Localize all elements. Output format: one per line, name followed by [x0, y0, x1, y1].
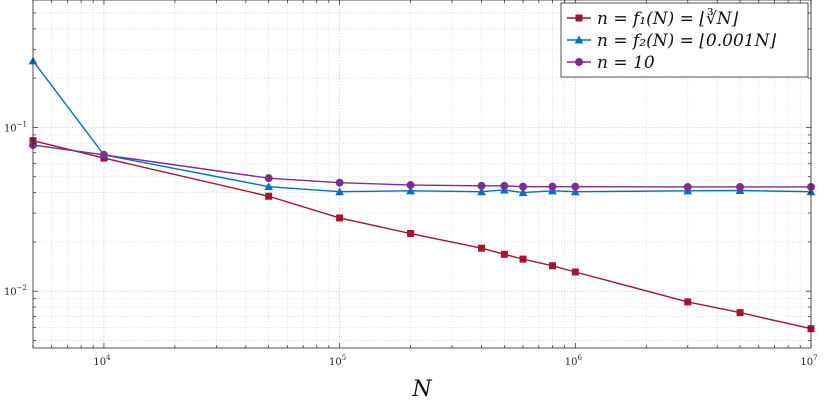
- series-3-point: [548, 182, 557, 191]
- plot-frame: [32, 0, 812, 349]
- series-2-point: [264, 182, 274, 191]
- series-1-point: [684, 298, 692, 306]
- series-1-point: [336, 214, 344, 222]
- series-1-point: [478, 244, 486, 252]
- legend-label: n = f₂(N) = ⌊0.001N⌋: [597, 31, 776, 51]
- legend-item-3: n = 10: [567, 53, 655, 73]
- series-1-point: [519, 255, 527, 263]
- legend-label: n = 10: [597, 53, 655, 73]
- legend-item-1: n = f₁(N) = ⌊∛N⌋: [567, 8, 739, 29]
- tick-labels: 104 105 106 107 10−2 10−1: [4, 120, 818, 368]
- series-3-point: [335, 178, 344, 187]
- series-2-point: [477, 187, 486, 196]
- series-1-point: [265, 192, 273, 200]
- series-3-point: [264, 174, 273, 183]
- legend-marker: [574, 35, 584, 44]
- series-2-point: [518, 188, 528, 197]
- legend: n = f₁(N) = ⌊∛N⌋n = f₂(N) = ⌊0.001N⌋n = …: [560, 2, 809, 78]
- legend-label: n = f₁(N) = ⌊∛N⌋: [597, 8, 739, 29]
- series-3-point: [519, 182, 528, 191]
- series-1-point: [736, 309, 744, 317]
- series-1-point: [571, 268, 579, 276]
- y-tick-label: 10−2: [4, 284, 27, 298]
- x-tick-label: 106: [565, 354, 583, 368]
- legend-marker: [575, 14, 583, 22]
- legend-marker: [575, 58, 583, 66]
- axis-ticks: [32, 0, 812, 348]
- legend-item-2: n = f₂(N) = ⌊0.001N⌋: [567, 31, 776, 51]
- series-1-point: [500, 250, 508, 258]
- y-tick-label: 10−1: [4, 120, 27, 134]
- legend-box: [560, 2, 809, 78]
- series-2-point: [406, 186, 415, 195]
- series-3-point: [406, 181, 415, 190]
- series-3-point: [500, 181, 509, 190]
- series-3-point: [477, 181, 486, 190]
- series-2-point: [335, 187, 345, 196]
- series-3-point: [683, 182, 692, 191]
- x-tick-label: 105: [329, 354, 346, 368]
- series-1-point: [548, 262, 556, 270]
- series-2-point: [570, 187, 580, 196]
- series-3: [29, 141, 815, 191]
- series-3-point: [571, 182, 580, 191]
- x-axis-title: N: [411, 377, 432, 402]
- series-3-point: [99, 150, 108, 159]
- x-tick-label: 104: [93, 354, 111, 368]
- series-1-point: [407, 230, 415, 238]
- x-tick-label: 107: [800, 354, 817, 368]
- series-3-point: [736, 182, 745, 191]
